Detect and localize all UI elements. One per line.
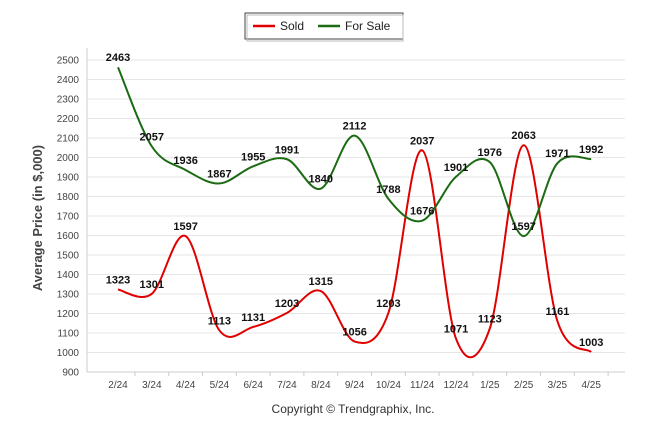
y-tick-label: 2200 (57, 114, 80, 125)
y-tick-label: 1200 (57, 309, 80, 320)
data-label-sold: 1071 (444, 324, 468, 336)
y-tick-label: 1800 (57, 192, 80, 203)
x-tick-label: 4/24 (176, 380, 196, 391)
data-label-for-sale: 2057 (140, 131, 164, 143)
x-tick-label: 2/24 (108, 380, 128, 391)
data-label-for-sale: 1840 (309, 174, 333, 186)
x-tick-label: 10/24 (376, 380, 401, 391)
y-tick-label: 2000 (57, 153, 80, 164)
x-tick-label: 8/24 (311, 380, 331, 391)
data-label-for-sale: 1992 (579, 144, 603, 156)
y-tick-label: 2100 (57, 134, 80, 145)
data-label-sold: 1131 (241, 312, 265, 324)
data-label-sold: 1113 (208, 315, 231, 327)
data-label-for-sale: 1597 (511, 221, 535, 233)
x-tick-label: 9/24 (345, 380, 365, 391)
data-label-sold: 1056 (342, 327, 366, 339)
series (117, 66, 592, 359)
data-label-for-sale: 1991 (275, 144, 299, 156)
y-tick-label: 1500 (57, 251, 80, 262)
y-tick-label: 900 (62, 368, 79, 379)
y-tick-label: 2500 (57, 56, 80, 67)
x-tick-label: 11/24 (410, 380, 435, 391)
legend-for-sale-label: For Sale (345, 19, 391, 33)
data-label-sold: 1003 (579, 337, 603, 349)
x-axis-ticks: 2/24 3/24 4/24 5/24 6/24 7/24 8/24 9/24 10/24 11/… (108, 372, 609, 391)
y-tick-label: 2400 (57, 75, 80, 86)
y-tick-label: 1700 (57, 212, 80, 223)
x-tick-label: 6/24 (243, 380, 263, 391)
y-tick-label: 1000 (57, 348, 80, 359)
x-tick-label: 3/25 (548, 380, 568, 391)
legend: Sold For Sale (244, 12, 404, 42)
data-label-for-sale: 1676 (410, 206, 434, 218)
y-tick-label: 1100 (57, 329, 79, 340)
series-line-sold (117, 144, 592, 359)
x-tick-label: 1/25 (480, 380, 500, 391)
copyright: Copyright © Trendgraphix, Inc. (272, 402, 435, 416)
data-label-sold: 1301 (140, 279, 164, 291)
series-line-for-sale (117, 66, 592, 238)
y-tick-label: 1900 (57, 173, 80, 184)
x-tick-label: 3/24 (142, 380, 162, 391)
y-axis-ticks: 900 1000 1100 1200 1300 1400 1500 1600 1700 1800 1… (57, 56, 80, 379)
y-tick-label: 1300 (57, 290, 80, 301)
data-label-sold: 1323 (106, 275, 130, 287)
y-tick-label: 1400 (57, 270, 80, 281)
y-axis-label: Average Price (in $,000) (30, 145, 45, 291)
x-tick-label: 12/24 (443, 380, 468, 391)
data-label-sold: 1123 (478, 314, 502, 326)
data-label-for-sale: 1867 (207, 168, 231, 180)
data-label-sold: 2063 (511, 130, 535, 142)
x-tick-label: 4/25 (581, 380, 601, 391)
data-label-sold: 2037 (410, 135, 434, 147)
data-label-for-sale: 1936 (173, 155, 197, 167)
data-labels: 1323 1301 1597 1113 1131 1203 1315 1056 1203 2037… (106, 52, 604, 349)
data-label-for-sale: 2112 (343, 121, 367, 133)
x-tick-label: 5/24 (210, 380, 230, 391)
y-tick-label: 2300 (57, 95, 80, 106)
data-label-sold: 1315 (309, 276, 333, 288)
data-label-sold: 1161 (545, 306, 569, 318)
data-label-sold: 1203 (376, 298, 400, 310)
legend-sold-label: Sold (280, 19, 304, 33)
x-tick-label: 7/24 (277, 380, 297, 391)
data-label-sold: 1597 (173, 221, 197, 233)
x-tick-label: 2/25 (514, 380, 534, 391)
data-label-for-sale: 2463 (106, 52, 130, 64)
data-label-sold: 1203 (275, 298, 299, 310)
grid (86, 48, 625, 373)
data-label-for-sale: 1976 (478, 147, 502, 159)
y-tick-label: 1600 (57, 231, 80, 242)
data-label-for-sale: 1971 (545, 148, 569, 160)
data-label-for-sale: 1955 (241, 151, 265, 163)
data-label-for-sale: 1788 (376, 184, 400, 196)
data-label-for-sale: 1901 (444, 162, 468, 174)
